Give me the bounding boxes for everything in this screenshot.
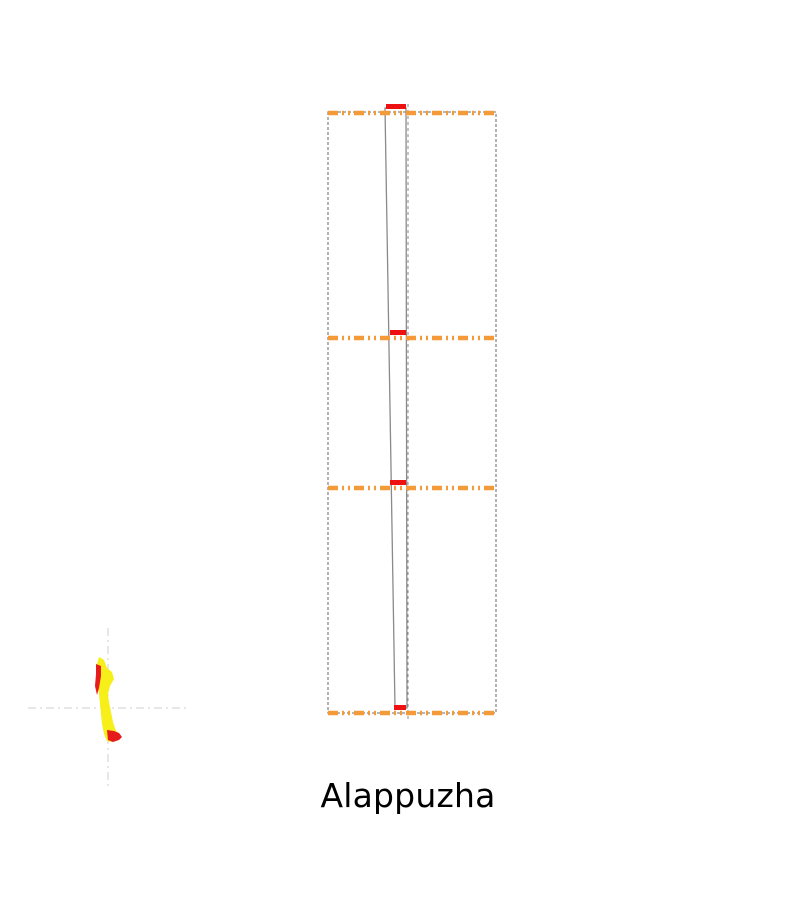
district-outer-boundary xyxy=(327,111,497,714)
district-strip-outline xyxy=(384,107,408,709)
red-marker-2 xyxy=(390,330,406,335)
locator-inset xyxy=(28,628,188,788)
red-marker-4 xyxy=(394,705,406,710)
locator-highlight-upper xyxy=(95,664,101,695)
red-marker-3 xyxy=(390,480,406,485)
locator-region-shape xyxy=(96,657,120,742)
district-panel xyxy=(327,104,497,722)
red-marker-1 xyxy=(386,104,406,109)
map-title: Alappuzha xyxy=(320,776,496,815)
locator-highlight-lower xyxy=(107,730,122,742)
